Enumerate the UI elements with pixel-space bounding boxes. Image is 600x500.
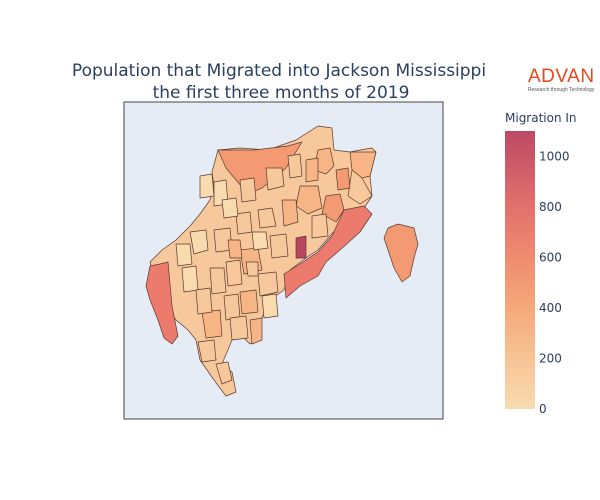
logo-brand: ADVAN — [528, 66, 595, 87]
census-tract[interactable] — [257, 207, 277, 229]
census-tract[interactable] — [209, 267, 227, 295]
census-tract[interactable] — [181, 265, 199, 293]
colorbar-tick-label: 200 — [539, 351, 562, 365]
census-tract[interactable] — [251, 231, 269, 251]
census-tract[interactable] — [245, 261, 259, 277]
colorbar-tick-label: 0 — [539, 402, 547, 416]
census-tract[interactable] — [311, 213, 329, 239]
census-tract[interactable] — [199, 173, 215, 199]
census-tract[interactable] — [295, 185, 323, 215]
advan-logo: ADVAN Research through Technology — [528, 66, 595, 93]
census-tract[interactable] — [189, 229, 209, 255]
census-tract[interactable] — [321, 193, 345, 223]
colorbar-tick-label: 400 — [539, 301, 562, 315]
census-tract[interactable] — [269, 233, 289, 259]
census-tract[interactable] — [235, 211, 253, 235]
census-tract[interactable] — [249, 317, 263, 345]
colorbar-tick-label: 800 — [539, 200, 562, 214]
census-tract[interactable] — [257, 271, 279, 297]
colorbar: Migration In 0 200 400 600 800 1000 — [505, 111, 577, 416]
census-tract[interactable] — [347, 169, 373, 205]
census-tract[interactable] — [215, 361, 233, 385]
census-tract[interactable] — [227, 239, 243, 259]
census-tract[interactable] — [281, 199, 299, 227]
logo-tagline: Research through Technology — [528, 87, 595, 93]
census-tract[interactable] — [349, 151, 377, 179]
census-tract[interactable] — [305, 157, 319, 183]
census-tract[interactable] — [195, 287, 213, 315]
census-tract[interactable] — [223, 293, 241, 321]
census-tract[interactable] — [221, 197, 239, 219]
census-tract[interactable] — [335, 167, 351, 191]
colorbar-gradient — [505, 131, 535, 409]
census-tract[interactable] — [287, 153, 303, 179]
census-tract[interactable] — [261, 293, 279, 319]
census-tract[interactable] — [295, 235, 307, 259]
census-tract-regions[interactable] — [145, 125, 419, 397]
census-tract[interactable] — [283, 205, 373, 299]
colorbar-tick-label: 1000 — [539, 149, 570, 163]
census-tract[interactable] — [265, 167, 285, 191]
census-tract[interactable] — [197, 339, 217, 363]
census-tract[interactable] — [201, 309, 223, 339]
census-tract[interactable] — [225, 259, 243, 287]
census-tract[interactable] — [175, 243, 193, 267]
colorbar-tick-label: 600 — [539, 250, 562, 264]
chart-title-line-1: Population that Migrated into Jackson Mi… — [72, 61, 486, 81]
colorbar-title: Migration In — [505, 111, 577, 125]
chart-title-line-2: the first three months of 2019 — [153, 83, 410, 103]
map-area[interactable] — [123, 101, 444, 420]
census-tract[interactable] — [229, 315, 249, 341]
census-tract[interactable] — [239, 177, 257, 203]
colorbar-ticks: 0 200 400 600 800 1000 — [539, 149, 570, 416]
census-tract[interactable] — [383, 223, 419, 283]
census-tract[interactable] — [145, 261, 179, 345]
census-tract[interactable] — [239, 289, 259, 315]
